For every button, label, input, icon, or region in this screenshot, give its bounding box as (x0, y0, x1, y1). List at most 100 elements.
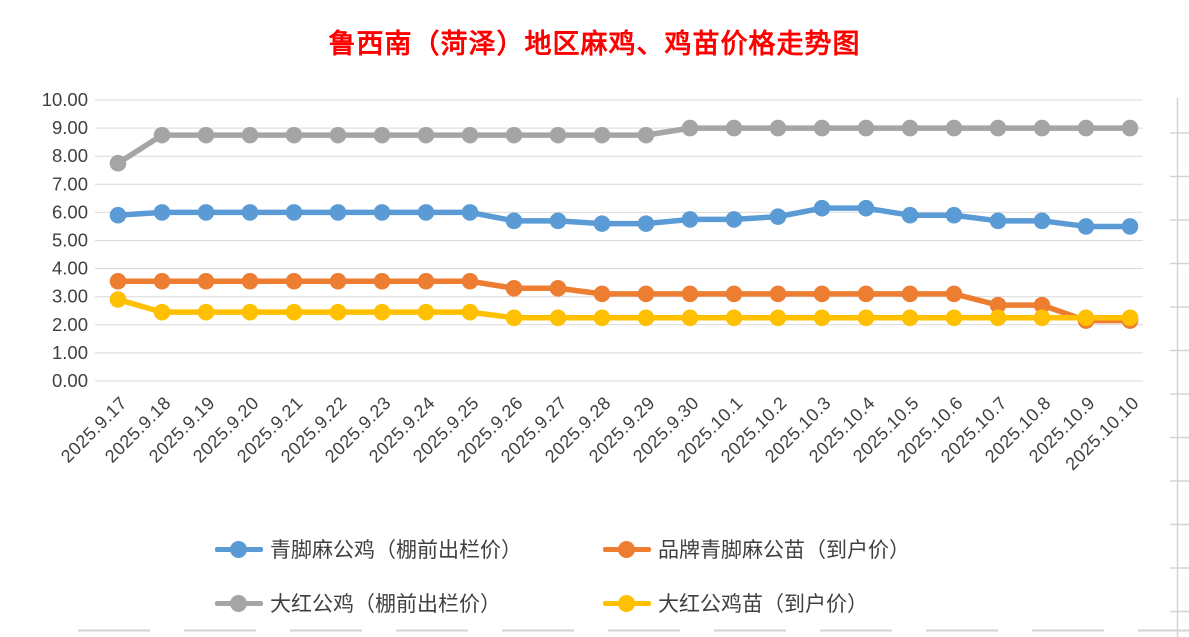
series-point-0 (769, 208, 787, 225)
series-point-3 (681, 309, 699, 327)
series-point-1 (461, 272, 479, 290)
legend-line-marker-icon (215, 540, 263, 558)
series-point-1 (505, 279, 523, 297)
series-point-2 (769, 119, 787, 137)
series-point-3 (593, 309, 611, 327)
series-point-2 (1077, 119, 1095, 137)
series-point-0 (417, 204, 435, 221)
series-point-1 (109, 272, 127, 290)
series-point-3 (989, 309, 1007, 327)
legend-label: 青脚麻公鸡（棚前出栏价） (270, 538, 522, 562)
legend-line-marker-icon (603, 540, 651, 558)
series-point-3 (109, 291, 127, 308)
legend-item-0: 青脚麻公鸡（棚前出栏价） (215, 527, 603, 571)
series-point-0 (681, 211, 699, 228)
series-point-3 (241, 303, 259, 321)
series-point-0 (1077, 218, 1095, 235)
series-point-3 (1033, 309, 1051, 327)
series-point-0 (901, 206, 919, 224)
series-point-3 (857, 309, 875, 327)
series-point-2 (989, 119, 1007, 137)
series-point-1 (285, 272, 303, 290)
series-point-2 (417, 126, 435, 144)
series-point-2 (813, 119, 831, 137)
y-axis-tick-label: 5.00 (52, 230, 88, 251)
series-point-0 (461, 204, 479, 221)
series-point-0 (945, 206, 963, 224)
series-point-3 (285, 303, 303, 321)
series-point-1 (373, 272, 391, 290)
series-point-2 (901, 119, 919, 137)
series-point-1 (857, 285, 875, 303)
y-axis-tick-label: 7.00 (52, 173, 88, 194)
series-line-0 (115, 205, 1133, 230)
series-point-0 (1121, 218, 1139, 235)
chart-legend: 青脚麻公鸡（棚前出栏价） 品牌青脚麻公苗（到户价） 大红公鸡（棚前出栏价） 大红公鸡苗… (215, 527, 910, 625)
series-point-1 (637, 285, 655, 303)
series-point-0 (857, 199, 875, 217)
series-point-1 (549, 279, 567, 297)
series-point-0 (153, 204, 171, 221)
series-point-2 (329, 126, 347, 144)
series-point-2 (109, 154, 127, 172)
y-axis-tick-label: 3.00 (52, 286, 88, 307)
legend-item-3: 大红公鸡苗（到户价） (603, 581, 910, 625)
series-point-1 (417, 272, 435, 290)
series-point-0 (241, 204, 259, 221)
series-line-2 (115, 125, 1133, 166)
series-point-2 (857, 119, 875, 137)
series-point-1 (681, 285, 699, 303)
series-point-2 (1121, 119, 1139, 137)
series-point-2 (681, 119, 699, 137)
legend-label: 大红公鸡（棚前出栏价） (270, 592, 501, 616)
series-point-3 (153, 303, 171, 321)
series-point-0 (329, 204, 347, 221)
series-point-1 (153, 272, 171, 290)
y-axis-tick-label: 4.00 (52, 258, 88, 279)
series-point-1 (769, 285, 787, 303)
series-point-2 (285, 126, 303, 144)
series-point-2 (725, 119, 743, 137)
series-point-3 (769, 309, 787, 327)
series-point-3 (945, 309, 963, 327)
series-point-3 (329, 303, 347, 321)
series-point-0 (373, 204, 391, 221)
series-point-0 (593, 215, 611, 232)
series-point-2 (637, 126, 655, 144)
series-point-1 (945, 285, 963, 303)
series-point-2 (461, 126, 479, 144)
series-point-2 (505, 126, 523, 144)
series-point-3 (725, 309, 743, 327)
series-point-3 (197, 303, 215, 321)
series-point-2 (593, 126, 611, 144)
series-point-3 (549, 309, 567, 327)
series-point-2 (153, 126, 171, 144)
series-point-0 (505, 212, 523, 230)
series-point-0 (725, 211, 743, 228)
y-axis-tick-label: 8.00 (52, 145, 88, 166)
series-point-1 (593, 285, 611, 303)
legend-label: 大红公鸡苗（到户价） (658, 592, 868, 616)
series-point-0 (285, 204, 303, 221)
series-point-1 (725, 285, 743, 303)
series-point-0 (549, 212, 567, 230)
series-point-0 (813, 199, 831, 217)
series-point-3 (417, 303, 435, 321)
series-point-3 (1121, 309, 1139, 327)
y-axis-tick-label: 2.00 (52, 314, 88, 335)
series-point-2 (945, 119, 963, 137)
series-point-2 (197, 126, 215, 144)
series-point-1 (989, 296, 1007, 314)
series-point-1 (241, 272, 259, 290)
y-axis-tick-label: 1.00 (52, 342, 88, 363)
legend-item-1: 品牌青脚麻公苗（到户价） (603, 527, 910, 571)
series-point-2 (1033, 119, 1051, 137)
series-point-3 (901, 309, 919, 327)
series-point-3 (637, 309, 655, 327)
series-point-1 (901, 285, 919, 303)
series-point-0 (637, 215, 655, 232)
series-point-3 (505, 309, 523, 327)
series-point-3 (813, 309, 831, 327)
series-point-0 (109, 206, 127, 224)
